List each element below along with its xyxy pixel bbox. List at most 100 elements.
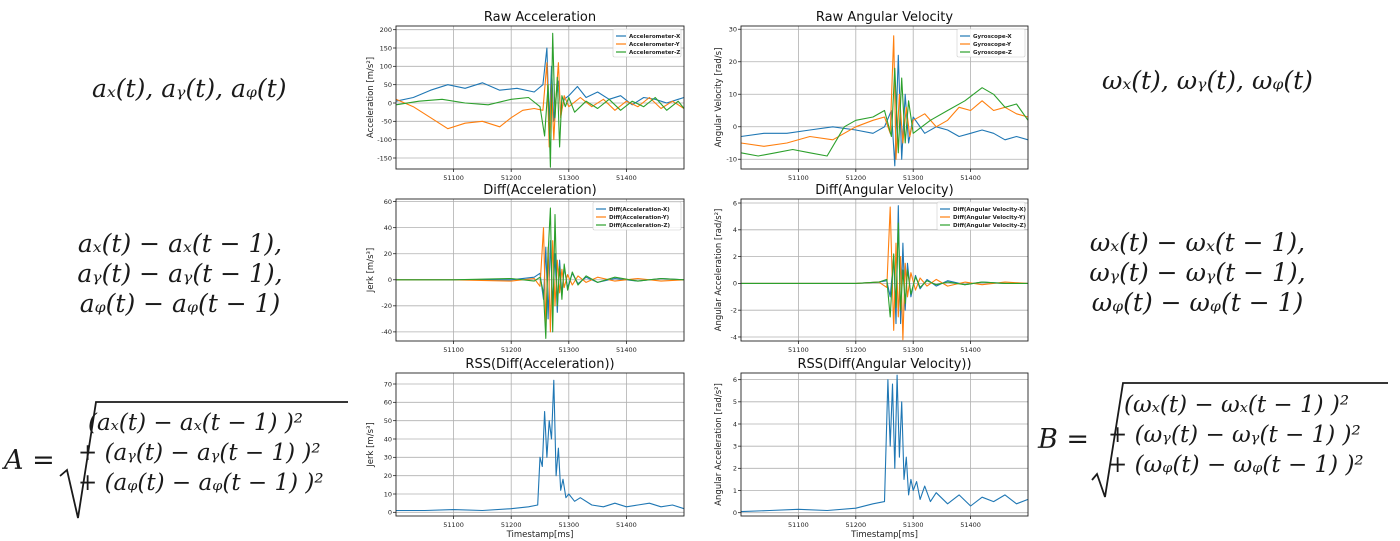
chart-diff-gyro: 51100 51200 51300 51400 -4 -2 0 2 4 6 Diff(Angular…: [714, 183, 1029, 354]
plot-frame: [740, 372, 1029, 517]
legend: Accelerometer-X Accelerometer-Y Accelerome…: [612, 28, 682, 58]
x-tick-label: 51300: [558, 521, 579, 529]
y-tick-label: 1: [733, 487, 737, 495]
legend-label: Diff(Acceleration-Y): [609, 215, 670, 221]
x-tick-label: 51300: [903, 521, 924, 529]
plot-frame: [740, 198, 1029, 342]
chart-title: Diff(Angular Velocity): [815, 183, 953, 198]
y-axis-label: Acceleration [m/s²]: [366, 57, 376, 138]
y-tick-label: 30: [384, 454, 392, 462]
y-tick-label: -40: [381, 328, 392, 336]
chart-title: RSS(Diff(Acceleration)): [465, 357, 614, 372]
legend-label: Gyroscope-X: [973, 34, 1012, 40]
legend-box: [592, 201, 682, 231]
y-axis-label: Angular Acceleration [rad/s²]: [714, 383, 724, 506]
chart-rss-gyro: 51100 51200 51300 51400 0 1 2 3 4 5 6 RSS(Diff(Angu…: [714, 357, 1029, 540]
equation-line: aₓ(t) − aₓ(t − 1),: [77, 229, 283, 258]
equation-line: + (ωᵧ(t) − ωᵧ(t − 1) )²: [1108, 422, 1361, 448]
equation-raw-angular-velocity: ωₓ(t), ωᵧ(t), ωᵩ(t): [1102, 66, 1313, 95]
equation-diff-acceleration: aₓ(t) − aₓ(t − 1), aᵧ(t) − aᵧ(t − 1), aᵩ…: [55, 229, 305, 319]
chart-title: Raw Acceleration: [484, 10, 596, 25]
x-tick-label: 51400: [960, 346, 981, 354]
series-line-rss: [740, 374, 1029, 513]
equation-line: ωᵧ(t) − ωᵧ(t − 1),: [1089, 258, 1306, 287]
x-tick-label: 51100: [443, 346, 464, 354]
x-tick-label: 51200: [501, 521, 522, 529]
y-tick-label: -100: [377, 136, 392, 144]
x-tick-label: 51100: [443, 521, 464, 529]
legend: Diff(Angular Velocity-X) Diff(Angular Vel…: [936, 201, 1027, 231]
legend-label: Accelerometer-Y: [629, 42, 681, 48]
y-tick-label: 5: [733, 398, 737, 406]
x-axis-label: Timestamp[ms]: [850, 530, 918, 540]
equation-line: aᵩ(t) − aᵩ(t − 1): [79, 289, 281, 318]
y-tick-label: 3: [733, 442, 737, 450]
legend-label: Diff(Angular Velocity-Y): [953, 215, 1026, 221]
x-tick-label: 51200: [845, 346, 866, 354]
y-axis-label: Jerk [m/s³]: [366, 248, 376, 293]
chart-title: Diff(Acceleration): [483, 183, 597, 198]
y-tick-label: 4: [733, 420, 737, 428]
equation-line: + (aᵩ(t) − aᵩ(t − 1) )²: [78, 470, 324, 496]
legend-box: [936, 201, 1026, 231]
y-tick-label: 70: [384, 380, 392, 388]
chart-title: Raw Angular Velocity: [816, 10, 953, 25]
y-tick-label: 6: [733, 199, 737, 207]
equation-line: ωₓ(t) − ωₓ(t − 1),: [1089, 228, 1306, 257]
y-tick-label: 200: [380, 26, 392, 34]
x-tick-label: 51300: [558, 346, 579, 354]
plot-frame: [395, 198, 685, 342]
series-line-diff-acceleration-z-: [396, 207, 685, 339]
y-tick-label: -2: [731, 306, 737, 314]
series-line-gyroscope-z: [740, 67, 1029, 157]
y-tick-label: -150: [377, 154, 392, 162]
x-tick-label: 51400: [616, 521, 637, 529]
series-line-diff-angular-velocity-y-: [741, 206, 1029, 341]
equation-diff-angular-velocity: ωₓ(t) − ωₓ(t − 1), ωᵧ(t) − ωᵧ(t − 1), ωᵩ…: [1070, 228, 1325, 318]
x-tick-label: 51300: [903, 174, 924, 182]
y-tick-label: 60: [384, 399, 392, 407]
x-tick-label: 51400: [616, 174, 637, 182]
plot-frame: [395, 372, 685, 517]
equation-raw-acceleration: aₓ(t), aᵧ(t), aᵩ(t): [92, 74, 287, 103]
chart-raw-acc: 51100 51200 51300 51400 -150 -100 -50 0 50 100 150…: [366, 10, 685, 182]
y-tick-label: 40: [384, 224, 392, 232]
y-tick-label: 2: [733, 253, 737, 261]
legend-label: Diff(Angular Velocity-Z): [953, 223, 1027, 229]
chart-diff-acc: 51100 51200 51300 51400 -40 -20 0 20 40 60 Diff(Ac…: [366, 183, 685, 354]
y-tick-label: 10: [384, 490, 392, 498]
x-tick-label: 51200: [501, 346, 522, 354]
y-tick-label: 2: [733, 465, 737, 473]
y-tick-label: 20: [384, 250, 392, 258]
x-tick-label: 51400: [616, 346, 637, 354]
equation-line: + (ωᵩ(t) − ωᵩ(t − 1) )²: [1108, 452, 1364, 478]
y-tick-label: -50: [381, 118, 392, 126]
legend-label: Diff(Angular Velocity-X): [953, 207, 1026, 213]
x-tick-label: 51200: [845, 174, 866, 182]
legend-label: Diff(Acceleration-Z): [609, 223, 670, 229]
series-line-diff-angular-velocity-z-: [741, 222, 1028, 318]
y-tick-label: 20: [384, 472, 392, 480]
y-tick-label: -4: [731, 333, 737, 341]
series-line-accelerometer-x: [395, 47, 685, 126]
equation-line: + (aᵧ(t) − aᵧ(t − 1) )²: [78, 440, 321, 466]
equation-rss-acceleration: (aₓ(t) − aₓ(t − 1) )² + (aᵧ(t) − aᵧ(t − …: [58, 398, 348, 523]
y-tick-label: -10: [726, 156, 737, 164]
equation-line: (ωₓ(t) − ωₓ(t − 1) )²: [1124, 392, 1350, 418]
legend-box: [956, 28, 1026, 58]
y-tick-label: 0: [388, 276, 392, 284]
y-axis-label: Angular Acceleration [rad/s²]: [714, 209, 724, 332]
y-tick-label: 0: [733, 509, 737, 517]
x-tick-label: 51400: [960, 174, 981, 182]
equation-line: aᵧ(t) − aᵧ(t − 1),: [77, 259, 283, 288]
y-tick-label: 0: [388, 99, 392, 107]
y-tick-label: 60: [384, 198, 392, 206]
y-tick-label: 20: [729, 58, 737, 66]
y-tick-label: 0: [733, 123, 737, 131]
legend-label: Gyroscope-Y: [973, 42, 1012, 48]
y-tick-label: 4: [733, 226, 737, 234]
y-axis-label: Angular Velocity [rad/s]: [714, 48, 724, 148]
x-tick-label: 51100: [788, 346, 809, 354]
x-tick-label: 51100: [788, 174, 809, 182]
